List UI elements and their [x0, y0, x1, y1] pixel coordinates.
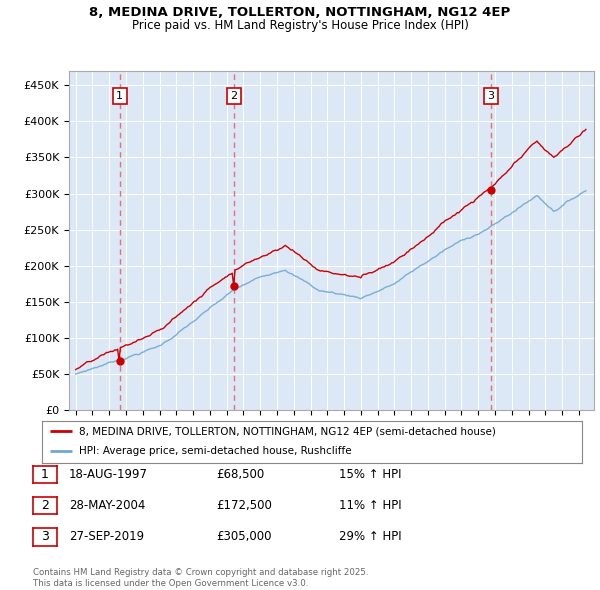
Text: 18-AUG-1997: 18-AUG-1997 — [69, 468, 148, 481]
Text: 11% ↑ HPI: 11% ↑ HPI — [339, 499, 401, 512]
Text: Price paid vs. HM Land Registry's House Price Index (HPI): Price paid vs. HM Land Registry's House … — [131, 19, 469, 32]
Text: 3: 3 — [487, 91, 494, 101]
Text: 3: 3 — [41, 530, 49, 543]
Text: 28-MAY-2004: 28-MAY-2004 — [69, 499, 145, 512]
Text: £305,000: £305,000 — [216, 530, 271, 543]
Text: 1: 1 — [41, 468, 49, 481]
Text: 29% ↑ HPI: 29% ↑ HPI — [339, 530, 401, 543]
Text: 8, MEDINA DRIVE, TOLLERTON, NOTTINGHAM, NG12 4EP (semi-detached house): 8, MEDINA DRIVE, TOLLERTON, NOTTINGHAM, … — [79, 427, 496, 436]
Text: 8, MEDINA DRIVE, TOLLERTON, NOTTINGHAM, NG12 4EP: 8, MEDINA DRIVE, TOLLERTON, NOTTINGHAM, … — [89, 6, 511, 19]
Text: £68,500: £68,500 — [216, 468, 264, 481]
Text: 27-SEP-2019: 27-SEP-2019 — [69, 530, 144, 543]
Text: 2: 2 — [41, 499, 49, 512]
Text: 1: 1 — [116, 91, 123, 101]
Text: HPI: Average price, semi-detached house, Rushcliffe: HPI: Average price, semi-detached house,… — [79, 446, 352, 456]
Text: Contains HM Land Registry data © Crown copyright and database right 2025.
This d: Contains HM Land Registry data © Crown c… — [33, 568, 368, 588]
Text: 2: 2 — [230, 91, 237, 101]
Text: £172,500: £172,500 — [216, 499, 272, 512]
Text: 15% ↑ HPI: 15% ↑ HPI — [339, 468, 401, 481]
